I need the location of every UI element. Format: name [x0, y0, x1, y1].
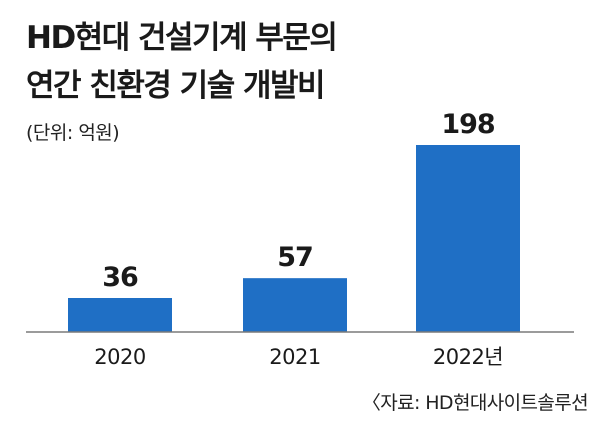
bar-value-label-0: 36 [102, 262, 138, 293]
bar-0 [68, 298, 172, 332]
x-tick-label-2: 2022년 [433, 345, 503, 369]
chart-title: HD현대 건설기계 부문의 연간 친환경 기술 개발비 [26, 14, 338, 110]
source-label: 〈자료: HD현대사이트솔루션 [361, 392, 589, 414]
bar-value-label-1: 57 [277, 242, 313, 273]
x-tick-label-1: 2021 [269, 345, 320, 369]
bar-1 [243, 278, 347, 332]
chart-title-line1: HD현대 건설기계 부문의 [26, 20, 338, 56]
bar-2 [416, 145, 520, 332]
bar-value-label-2: 198 [441, 109, 495, 140]
unit-label: (단위: 억원) [26, 122, 120, 144]
x-tick-label-0: 2020 [94, 345, 145, 369]
chart-title-line2: 연간 친환경 기술 개발비 [26, 68, 326, 104]
